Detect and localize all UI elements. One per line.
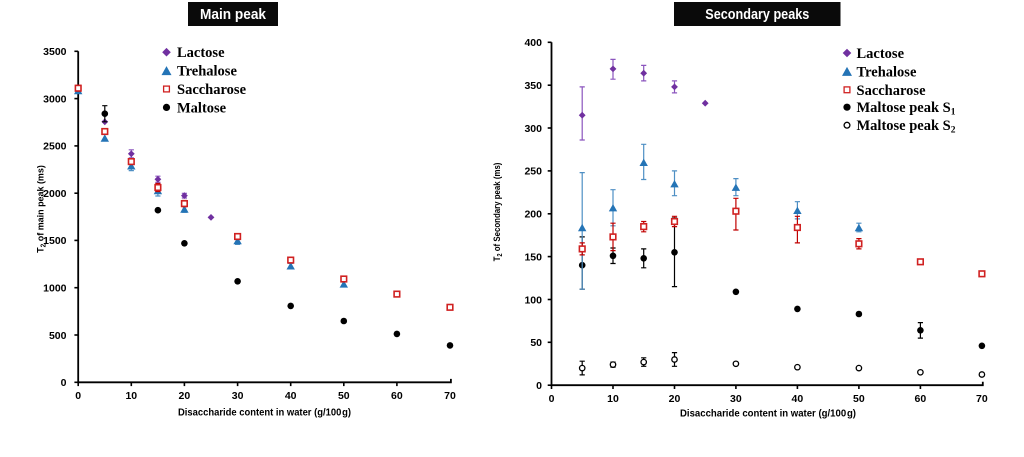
svg-text:40: 40 [285,390,297,402]
svg-text:Maltose peak S1: Maltose peak S1 [857,100,956,118]
svg-text:400: 400 [524,37,542,49]
svg-text:30: 30 [232,390,244,402]
svg-text:50: 50 [853,393,865,405]
svg-text:0: 0 [536,380,542,392]
svg-text:60: 60 [391,390,403,402]
svg-text:50: 50 [530,337,542,349]
svg-text:70: 70 [976,393,988,405]
svg-text:200: 200 [524,209,542,221]
svg-text:20: 20 [179,390,191,402]
svg-text:Saccharose: Saccharose [857,83,927,99]
svg-text:Maltose: Maltose [177,100,227,116]
svg-text:Trehalose: Trehalose [177,64,237,80]
svg-text:Saccharose: Saccharose [177,82,247,98]
svg-text:10: 10 [607,393,619,405]
svg-text:2500: 2500 [43,141,67,153]
svg-text:1500: 1500 [43,235,67,247]
svg-text:Main peak: Main peak [200,7,267,23]
svg-text:250: 250 [524,166,542,178]
svg-text:Disaccharide content in water: Disaccharide content in water (g/100 g) [680,408,856,420]
svg-text:3500: 3500 [43,46,67,58]
svg-text:0: 0 [61,377,67,389]
svg-text:0: 0 [549,393,555,405]
svg-text:Lactose: Lactose [857,46,905,62]
svg-text:300: 300 [524,123,542,135]
svg-text:Secondary peaks: Secondary peaks [705,7,809,23]
svg-text:Lactose: Lactose [177,45,225,61]
svg-text:Disaccharide content in water: Disaccharide content in water (g/100 g) [178,407,351,419]
svg-text:60: 60 [915,393,927,405]
svg-text:0: 0 [75,390,81,402]
svg-text:10: 10 [125,390,137,402]
svg-text:Maltose peak S2: Maltose peak S2 [857,118,956,136]
svg-text:20: 20 [669,393,681,405]
svg-text:3000: 3000 [43,93,67,105]
svg-text:2000: 2000 [43,188,67,200]
svg-text:T2 of main peak (ms): T2 of main peak (ms) [35,165,48,253]
svg-text:1000: 1000 [43,283,67,295]
svg-text:150: 150 [524,251,542,263]
svg-text:30: 30 [730,393,742,405]
svg-text:T2 of Secondary peak (ms): T2 of Secondary peak (ms) [491,163,504,262]
svg-text:Trehalose: Trehalose [857,64,917,80]
svg-text:70: 70 [444,390,456,402]
svg-text:50: 50 [338,390,350,402]
svg-text:40: 40 [792,393,804,405]
svg-text:500: 500 [49,330,67,342]
svg-text:100: 100 [524,294,542,306]
svg-text:350: 350 [524,80,542,92]
